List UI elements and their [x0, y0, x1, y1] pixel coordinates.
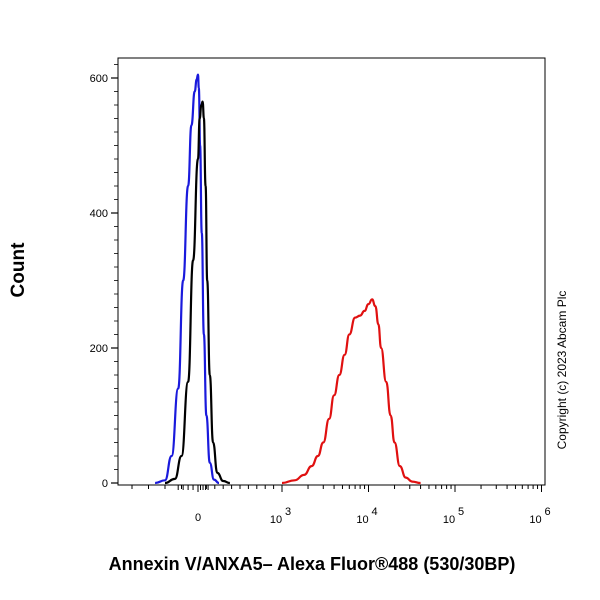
copyright-annotation: Copyright (c) 2023 Abcam Plc	[555, 291, 569, 450]
x-tick-exponent: 5	[458, 506, 464, 518]
series-black-line	[164, 100, 230, 485]
y-tick-label: 400	[90, 208, 108, 220]
x-tick-label: 10	[443, 514, 455, 526]
x-tick-label: 10	[529, 514, 541, 526]
x-tick-exponent: 4	[371, 506, 377, 518]
x-axis-label: Annexin V/ANXA5– Alexa Fluor®488 (530/30…	[109, 554, 516, 574]
x-tick-label: 10	[356, 514, 368, 526]
x-tick-exponent: 3	[285, 506, 291, 518]
plot-area	[117, 57, 546, 486]
x-tick-label: 0	[195, 512, 201, 524]
series-group	[155, 73, 421, 485]
y-tick-label: 200	[90, 343, 108, 355]
y-tick-label: 600	[90, 73, 108, 85]
y-axis: 0 200 400 600	[90, 64, 118, 490]
series-blue-line	[155, 73, 220, 485]
y-axis-label: Count	[8, 242, 29, 298]
series-red-line	[281, 298, 421, 485]
y-tick-label: 0	[102, 478, 108, 490]
plot-border	[117, 57, 546, 486]
x-tick-label: 10	[270, 514, 282, 526]
x-tick-exponent: 6	[544, 506, 550, 518]
